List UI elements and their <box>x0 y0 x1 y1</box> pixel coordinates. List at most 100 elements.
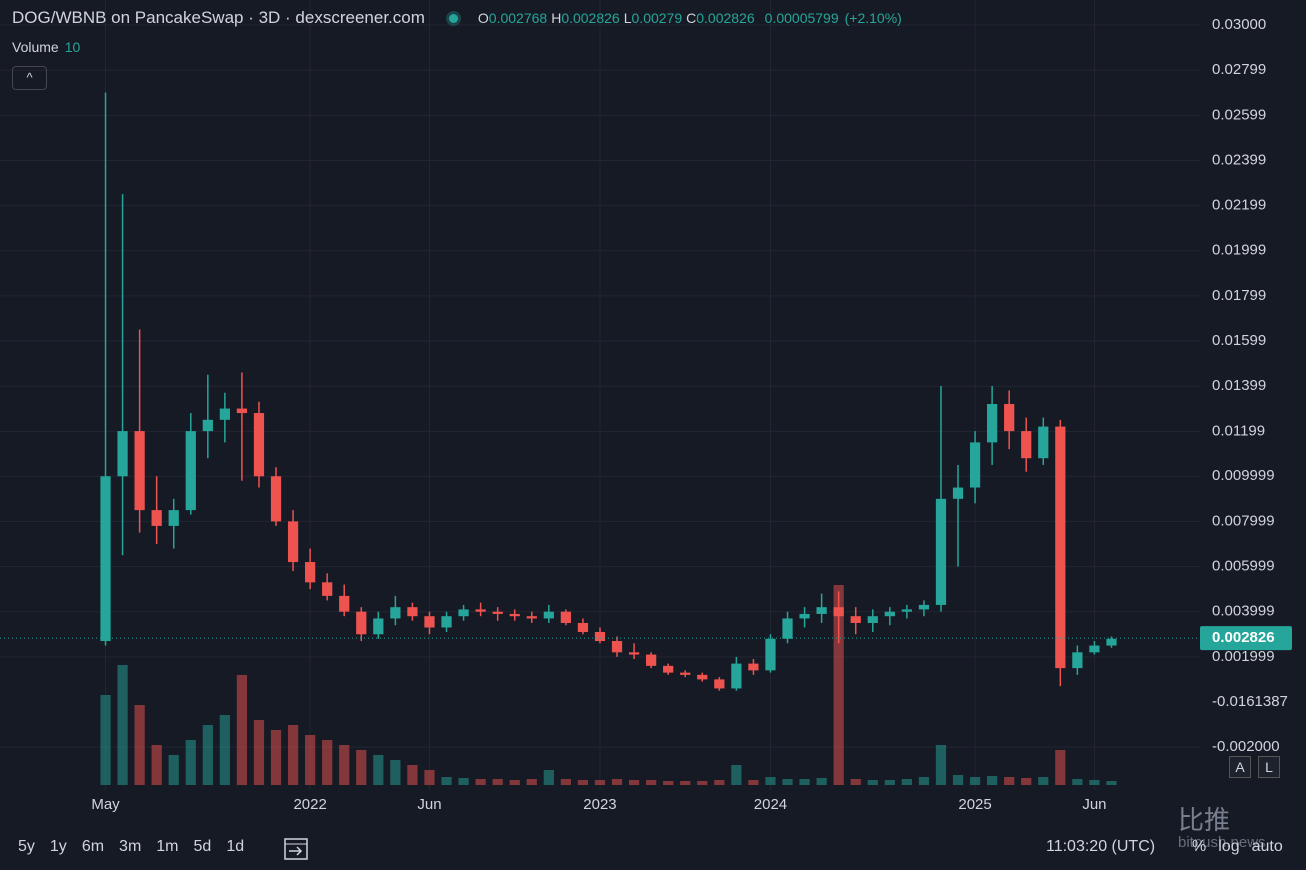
candle-body <box>782 618 793 639</box>
ohlc-item: O0.002768 <box>478 10 547 26</box>
volume-bar <box>816 778 827 785</box>
scale-options: % log auto <box>1192 838 1283 856</box>
candle-body <box>202 419 213 432</box>
timeframe-button[interactable]: 1y <box>49 838 67 855</box>
candle-body <box>117 431 128 477</box>
volume-bar <box>100 695 111 785</box>
candle-body <box>458 609 469 617</box>
clock: 11:03:20 (UTC) <box>1046 838 1156 855</box>
candle-body <box>253 413 265 477</box>
candle-body <box>1021 431 1032 459</box>
volume-bar <box>663 781 674 785</box>
volume-bar <box>373 755 384 785</box>
volume-bar <box>526 779 537 785</box>
candle-body <box>492 611 503 614</box>
ohlc-key: O <box>477 10 489 26</box>
ohlc-value: 0.002826 <box>561 10 620 26</box>
volume-bar <box>680 781 691 785</box>
candle-body <box>952 487 964 499</box>
lock-button[interactable]: L <box>1258 756 1280 778</box>
y-tick-label: 0.005999 <box>1212 558 1275 575</box>
candle-body <box>475 609 486 612</box>
ohlc-value: 0.00279 <box>631 10 683 26</box>
candle-body <box>663 665 674 673</box>
candle-body <box>748 663 759 671</box>
candle-body <box>611 641 623 653</box>
candle-body <box>373 618 384 635</box>
ohlc-item: H0.002826 <box>551 10 620 26</box>
candle-body <box>219 408 230 420</box>
candle-body <box>1004 404 1015 432</box>
candle-body <box>356 611 367 635</box>
candle-body <box>339 595 350 612</box>
volume-bar <box>850 779 861 785</box>
candle-body <box>833 607 844 617</box>
volume-bar <box>1106 781 1117 785</box>
collapse-button[interactable]: ^ <box>12 66 47 90</box>
y-tick-label: 0.02199 <box>1212 197 1266 214</box>
scale-option[interactable]: log <box>1218 838 1240 855</box>
y-tick-label: 0.02599 <box>1212 106 1266 123</box>
candle-body <box>987 404 998 443</box>
last-price-label: 0.002826 <box>1212 629 1275 646</box>
volume-bar <box>270 730 282 785</box>
candle-body <box>969 442 981 488</box>
scale-option[interactable]: % <box>1192 838 1207 855</box>
volume-bar <box>799 779 810 785</box>
timeframe-button[interactable]: 1m <box>156 838 179 855</box>
candle-body <box>305 562 316 583</box>
date-range-icon[interactable] <box>282 834 312 864</box>
x-tick-label: May <box>91 796 120 813</box>
volume-setting: 10 <box>64 39 81 55</box>
auto-button[interactable]: A <box>1229 756 1251 778</box>
candle-body <box>407 607 418 617</box>
volume-bar <box>884 780 895 785</box>
volume-bar <box>748 780 759 785</box>
volume-bar <box>611 779 623 785</box>
volume-bar <box>339 745 350 785</box>
candle-body <box>543 611 554 619</box>
volume-bar <box>833 585 844 785</box>
y-tick-label: 0.02399 <box>1212 151 1266 168</box>
y-tick-label: 0.01999 <box>1212 242 1266 259</box>
volume-bar <box>867 780 878 785</box>
candle-body <box>322 582 333 596</box>
y-tick-label: 0.03000 <box>1212 16 1266 33</box>
change-pct: (+2.10%) <box>844 10 902 26</box>
timeframe-button[interactable]: 5y <box>18 838 35 855</box>
volume-bar <box>322 740 333 785</box>
volume-bar <box>646 780 657 785</box>
candle-body <box>424 616 435 628</box>
volume-bar <box>492 779 503 785</box>
candle-body <box>816 607 827 614</box>
volume-bar <box>441 777 452 785</box>
candle-body <box>799 613 810 619</box>
timeframe-button[interactable]: 1d <box>226 838 245 855</box>
candle-body <box>646 654 657 666</box>
timeframe-button[interactable]: 5d <box>193 838 212 855</box>
x-tick-label: 2023 <box>583 796 616 813</box>
scale-option[interactable]: auto <box>1251 838 1283 855</box>
volume-bar <box>390 760 401 785</box>
candle-body <box>731 663 742 689</box>
volume-legend: Volume 10 <box>12 39 80 55</box>
timeframe-button[interactable]: 6m <box>81 838 105 855</box>
candle-body <box>441 616 452 628</box>
volume-bar <box>918 777 930 785</box>
timeframe-button[interactable]: 3m <box>119 838 142 855</box>
candle-body <box>901 609 912 612</box>
volume-bar <box>628 780 640 785</box>
candle-body <box>1072 652 1083 669</box>
header: DOG/WBNB on PancakeSwap · 3D · dexscreen… <box>12 8 902 28</box>
volume-bar <box>1021 778 1032 785</box>
volume-bar <box>952 775 964 785</box>
candle-body <box>765 638 776 671</box>
y-tick-label: 0.01799 <box>1212 287 1266 304</box>
candle-body <box>680 672 691 675</box>
volume-bar <box>731 765 742 785</box>
candle-body <box>526 616 537 619</box>
candle-body <box>1038 426 1049 459</box>
candle-body <box>697 674 708 680</box>
candle-body <box>236 408 248 414</box>
